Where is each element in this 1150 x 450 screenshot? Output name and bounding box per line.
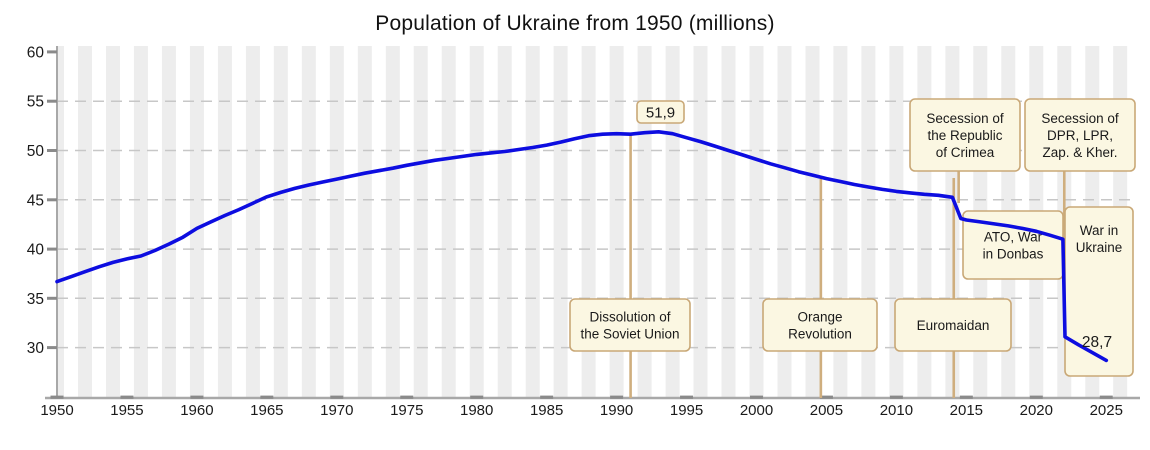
stripe	[749, 46, 764, 398]
annotation-text-dissolution-ussr-1: the Soviet Union	[580, 327, 679, 342]
x-tick-label-1980: 1980	[460, 402, 493, 419]
x-tick-label-2020: 2020	[1020, 402, 1053, 419]
x-tick-label-1960: 1960	[180, 402, 213, 419]
annotation-text-secession-crimea-0: Secession of	[926, 111, 1004, 126]
population-line	[55, 130, 1109, 363]
ticks: 1950 1955 1960 1965 1970 1975 1980 1985 1990 1995…	[27, 44, 1123, 419]
stripe	[133, 46, 148, 398]
annotation-text-orange-revolution-1: Revolution	[788, 327, 852, 342]
annotation-box-euromaidan	[894, 298, 1012, 352]
y-tick-label-55: 55	[27, 94, 44, 111]
stripe	[721, 46, 736, 398]
stripe	[693, 46, 708, 398]
stripe	[413, 46, 428, 398]
x-tick-label-1975: 1975	[390, 402, 423, 419]
x-tick-label-1985: 1985	[530, 402, 563, 419]
annotation-text-war-in-ukraine-1: Ukraine	[1076, 240, 1123, 255]
stripe	[106, 46, 120, 398]
stripe	[57, 46, 64, 398]
stripe	[217, 46, 232, 398]
annotation-boxes: Dissolution of the Soviet Union Orange Revo…	[569, 98, 1136, 377]
x-tick-label-2005: 2005	[810, 402, 843, 419]
stripe	[357, 46, 372, 398]
annotation-text-secession-dpr-lpr-0: Secession of	[1041, 111, 1119, 126]
x-tick-label-2010: 2010	[880, 402, 913, 419]
stripe	[245, 46, 260, 398]
stripe	[553, 46, 568, 398]
end-value-label: 28,7	[1082, 334, 1112, 351]
stripe	[385, 46, 400, 398]
x-tick-label-1995: 1995	[670, 402, 703, 419]
stripe	[161, 46, 176, 398]
x-tick-label-2000: 2000	[740, 402, 773, 419]
stripe	[273, 46, 288, 398]
stripe	[469, 46, 484, 398]
annotation-box-orange-revolution	[762, 298, 878, 352]
stripe	[525, 46, 540, 398]
annotation-box-dissolution-ussr	[569, 298, 691, 352]
y-tick-label-40: 40	[27, 242, 45, 259]
annotation-box-secession-dpr-lpr	[1024, 98, 1136, 172]
stripe	[497, 46, 512, 398]
y-tick-label-60: 60	[27, 44, 45, 61]
annotation-text-war-in-ukraine-0: War in	[1080, 223, 1119, 238]
stripe	[329, 46, 344, 398]
chart-title: Population of Ukraine from 1950 (million…	[375, 12, 775, 35]
x-tick-label-1950: 1950	[40, 402, 73, 419]
x-tick-label-2015: 2015	[950, 402, 983, 419]
peak-value-box	[636, 100, 685, 124]
annotation-text-ato-war-donbas-0: ATO, War	[984, 230, 1043, 245]
x-tick-label-1965: 1965	[250, 402, 283, 419]
x-tick-label-1970: 1970	[320, 402, 353, 419]
stripe	[78, 46, 92, 398]
annotation-text-ato-war-donbas-1: in Donbas	[983, 247, 1044, 262]
x-tick-label-2025: 2025	[1090, 402, 1123, 419]
y-tick-label-45: 45	[27, 192, 44, 209]
stripe	[189, 46, 204, 398]
stripe	[301, 46, 316, 398]
peak-value-label: 51,9	[646, 105, 675, 122]
annotation-text-secession-dpr-lpr-2: Zap. & Kher.	[1042, 145, 1117, 160]
y-tick-label-30: 30	[27, 340, 45, 357]
annotation-text-secession-crimea-1: the Republic	[927, 128, 1002, 143]
annotation-text-secession-crimea-2: of Crimea	[936, 145, 995, 160]
y-tick-label-35: 35	[27, 291, 44, 308]
x-tick-label-1990: 1990	[600, 402, 633, 419]
annotation-text-dissolution-ussr-0: Dissolution of	[589, 310, 670, 325]
annotation-text-orange-revolution-0: Orange	[797, 310, 842, 325]
annotation-box-secession-crimea	[909, 98, 1021, 172]
annotation-text-euromaidan-0: Euromaidan	[917, 318, 990, 333]
x-tick-label-1955: 1955	[110, 402, 143, 419]
y-tick-label-50: 50	[27, 143, 45, 160]
stripe	[441, 46, 456, 398]
annotation-text-secession-dpr-lpr-1: DPR, LPR,	[1047, 128, 1113, 143]
